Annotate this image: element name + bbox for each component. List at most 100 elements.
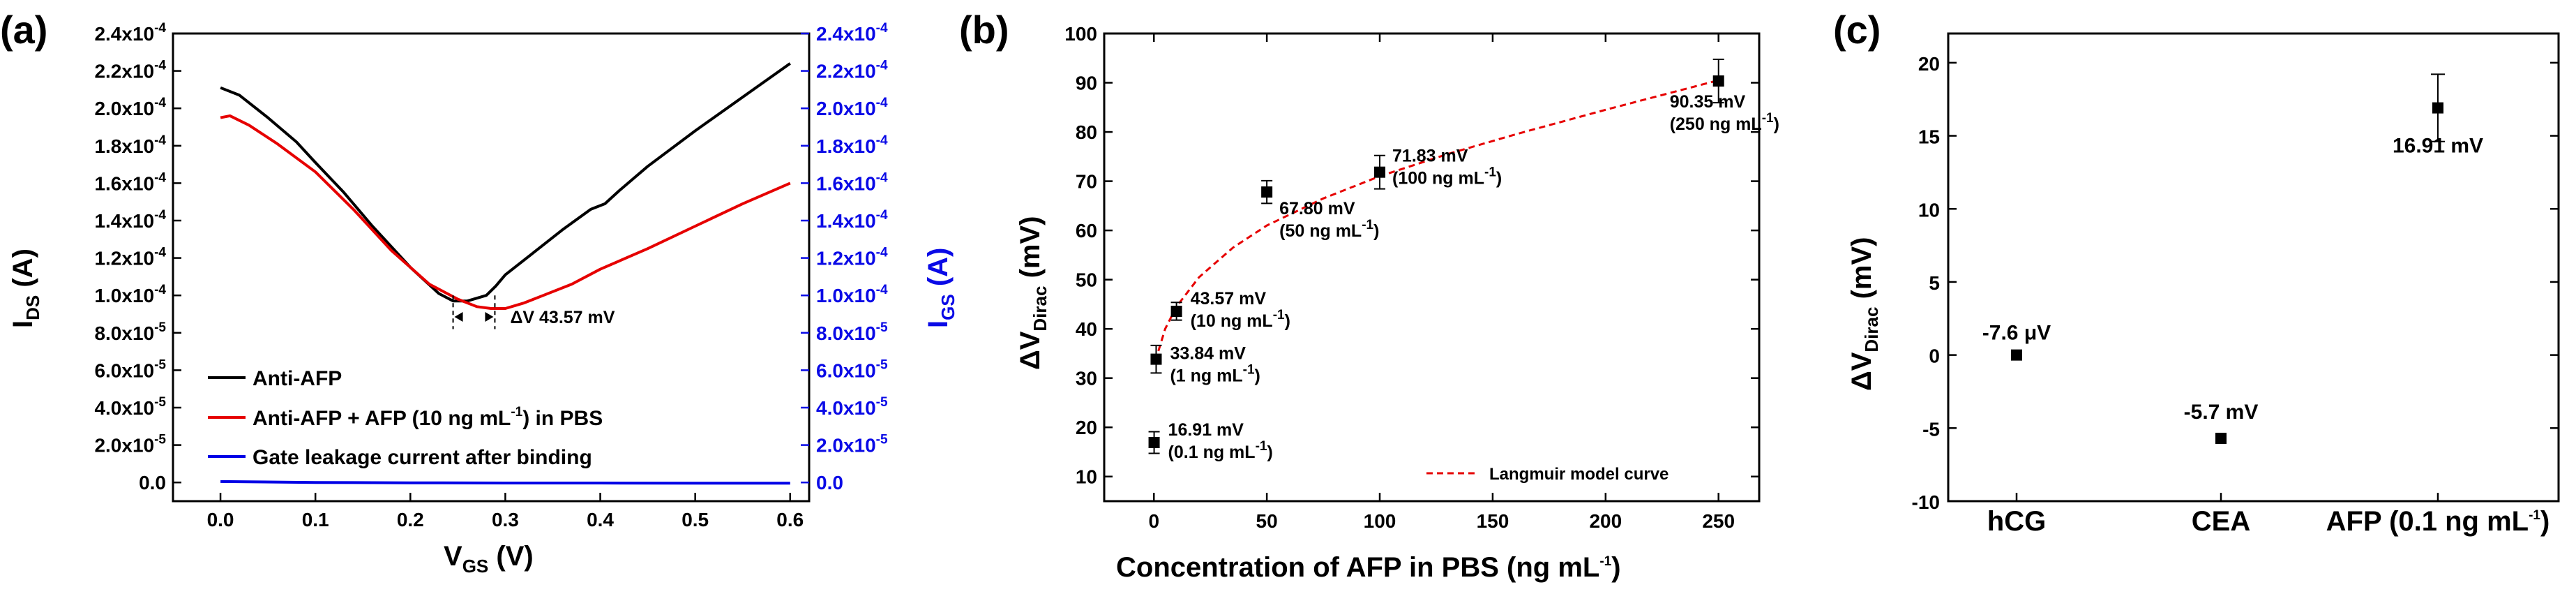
x-tick-label-0-6-part: 0.6 xyxy=(776,509,804,530)
category-label-hcg-part: hCG xyxy=(1987,506,2046,537)
point-43-57-mv-conc: (10 ng mL-1) xyxy=(1191,308,1290,331)
point-cea-value: -5.7 mV xyxy=(2184,401,2259,424)
y-title-main: ΔV xyxy=(1846,352,1877,391)
point-90-35-mv-conc-part: ) xyxy=(1774,114,1779,134)
y2-tick-label-10-part: 2.0x10 xyxy=(816,98,876,119)
panel-a-x-title: VGS (V) xyxy=(444,541,534,577)
y-title-unit: (mV) xyxy=(1846,237,1877,307)
point-90-35-mv-value: 90.35 mV xyxy=(1670,92,1746,112)
y-tick-label-4-part: -5 xyxy=(154,320,166,335)
point-67-80-mv-conc-part: ) xyxy=(1373,221,1379,241)
point-71-83-mv-value: 71.83 mV xyxy=(1392,147,1468,166)
point-16-91-mv-conc-part: (0.1 ng mL xyxy=(1168,443,1256,462)
point-67-80-mv-marker xyxy=(1261,186,1273,198)
y2-tick-label-10-part: -4 xyxy=(876,96,888,110)
y2-tick-label-11: 2.2x10-4 xyxy=(816,59,888,82)
category-label-cea-part: CEA xyxy=(2192,506,2250,537)
x-tick-label-0-5: 0.5 xyxy=(681,509,709,530)
point-43-57-mv-conc-part: (10 ng mL xyxy=(1191,311,1273,331)
point-90-35-mv-marker xyxy=(1712,75,1724,87)
y2-tick-label-5-part: 1.0x10 xyxy=(816,285,876,306)
y-tick-label-7-part: 1.4x10 xyxy=(94,210,154,232)
y2-tick-label-2-part: 4.0x10 xyxy=(816,397,876,419)
point-43-57-mv-conc-part: -1 xyxy=(1273,308,1285,322)
y-tick-label-1-part: -5 xyxy=(154,433,166,447)
y2-tick-label-5: 1.0x10-4 xyxy=(816,283,888,306)
y-tick-label-7: 1.4x10-4 xyxy=(94,208,166,232)
category-label-afp-0-1-ng-ml-part: -1 xyxy=(2529,508,2540,523)
y2-tick-label-11-part: -4 xyxy=(876,59,888,73)
x-title-sup: -1 xyxy=(1599,554,1611,569)
y2-tick-label-3-part: 6.0x10 xyxy=(816,359,876,381)
y-tick-label-3: 6.0x10-5 xyxy=(94,357,166,381)
panel-b-x-title: Concentration of AFP in PBS (ng mL-1) xyxy=(1116,552,1621,583)
legend-label-tail: ) in PBS xyxy=(522,407,603,430)
y-tick-label-10: 10 xyxy=(1918,199,1940,221)
panel-c: (c) -10 -5 0 5 10 15 20 hCG CEA AFP (0.1 ng mL-1)… xyxy=(1833,8,2560,537)
series-line-anti-afp xyxy=(220,62,791,303)
x-title-main: Concentration of AFP in PBS (ng mL xyxy=(1116,552,1599,583)
x-tick-label-0-2-part: 0.2 xyxy=(397,509,424,530)
y2-tick-label-2-part: -5 xyxy=(876,395,888,410)
y-tick-label-90: 90 xyxy=(1076,73,1097,94)
point-cea-value-part: -5.7 mV xyxy=(2184,401,2259,424)
x-tick-label-100-part: 100 xyxy=(1364,510,1396,532)
point-hcg-value: -7.6 μV xyxy=(1982,322,2051,345)
y2-tick-label-3: 6.0x10-5 xyxy=(816,357,888,381)
y-tick-label-2: 4.0x10-5 xyxy=(94,395,166,419)
point-67-80-mv-conc: (50 ng mL-1) xyxy=(1279,218,1379,241)
point-43-57-mv-value-part: 43.57 mV xyxy=(1191,289,1267,309)
point-cea-marker xyxy=(2215,432,2227,444)
y-tick-label-11-part: 2.2x10 xyxy=(94,61,154,82)
x-tick-label-0: 0 xyxy=(1148,510,1159,532)
y-tick-label-30: 30 xyxy=(1076,368,1097,389)
legend-label-sup: -1 xyxy=(511,405,522,419)
point-afp-0-1-ng-ml-1-marker xyxy=(2432,102,2443,114)
y-tick-label-11-part: -4 xyxy=(154,59,166,73)
y-tick-label-15-part: 15 xyxy=(1918,126,1940,148)
y-tick-label-5-part: 1.0x10 xyxy=(94,285,154,306)
y2-tick-label-9-part: 1.8x10 xyxy=(816,135,876,157)
x-title-main: V xyxy=(444,541,462,572)
y2-tick-label-6-part: -4 xyxy=(876,246,888,260)
y2-tick-label-1-part: 2.0x10 xyxy=(816,435,876,456)
x-tick-label-0-1: 0.1 xyxy=(302,509,329,530)
x-tick-label-250-part: 250 xyxy=(1702,510,1735,532)
delta-v-label-part: ΔV 43.57 mV xyxy=(510,308,615,327)
y-tick-label-5-part: -5 xyxy=(1922,418,1940,440)
y-tick-label-20-part: 20 xyxy=(1918,53,1940,75)
point-33-84-mv-conc-part: (1 ng mL xyxy=(1170,366,1242,386)
series-line-anti-afp-afp-10-ng-ml xyxy=(220,114,791,310)
series-line-gate-leakage-current-after-binding xyxy=(220,480,790,485)
y2-tick-label-4-part: -5 xyxy=(876,320,888,335)
y2-tick-label-6: 1.2x10-4 xyxy=(816,246,888,269)
x-tick-label-0-5-part: 0.5 xyxy=(681,509,709,530)
y2-tick-label-12-part: 2.4x10 xyxy=(816,23,876,45)
point-33-84-mv-conc-part: -1 xyxy=(1243,363,1255,378)
point-43-57-mv-conc-part: ) xyxy=(1285,311,1290,331)
y-tick-label-6-part: -4 xyxy=(154,246,166,260)
x-tick-label-200-part: 200 xyxy=(1589,510,1622,532)
y-tick-label-10-part: 10 xyxy=(1076,466,1097,488)
y2-tick-label-8-part: -4 xyxy=(876,170,888,185)
y-tick-label-0: 0 xyxy=(1929,346,1940,367)
panel-c-y-title: ΔVDirac (mV) xyxy=(1846,237,1882,391)
category-label-hcg: hCG xyxy=(1987,506,2046,537)
y2-tick-label-10: 2.0x10-4 xyxy=(816,96,888,119)
point-16-91-mv-marker xyxy=(1148,437,1160,449)
legend-label-anti-afp: Anti-AFP xyxy=(253,367,342,390)
y2-title-sub: GS xyxy=(937,294,958,320)
y-tick-label-6: 1.2x10-4 xyxy=(94,246,166,269)
y2-tick-label-12: 2.4x10-4 xyxy=(816,21,888,45)
y-title-unit: (A) xyxy=(8,248,38,295)
point-67-80-mv-conc-part: -1 xyxy=(1362,218,1373,232)
point-43-57-mv-marker xyxy=(1170,305,1182,317)
point-43-57-mv-value: 43.57 mV xyxy=(1191,289,1267,309)
y2-tick-label-9: 1.8x10-4 xyxy=(816,133,888,157)
y-tick-label-4: 8.0x10-5 xyxy=(94,320,166,344)
y-tick-label-20: 20 xyxy=(1076,417,1097,438)
y2-tick-label-4-part: 8.0x10 xyxy=(816,322,876,344)
point-16-91-mv-value-part: 16.91 mV xyxy=(1168,420,1244,440)
category-label-afp-0-1-ng-ml-part: ) xyxy=(2540,506,2549,537)
y2-tick-label-1: 2.0x10-5 xyxy=(816,433,888,456)
